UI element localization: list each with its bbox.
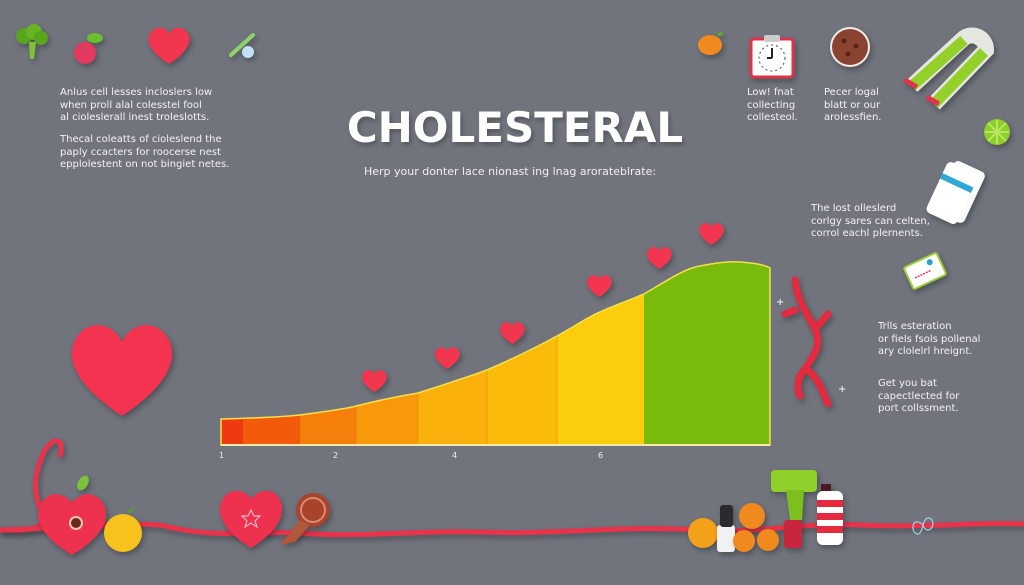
note-right-3: Get you bat capectlected for port collss… (878, 378, 960, 414)
apple-heart-icon (37, 475, 107, 555)
cookie-icon (830, 27, 870, 67)
small-card-icon (903, 252, 947, 290)
orange-fruit-icon (688, 518, 718, 548)
raspberry-icon (74, 33, 103, 64)
oranges-icon (733, 503, 779, 552)
curve-hearts (362, 223, 724, 392)
blood-vessel-icon (781, 276, 832, 408)
loop-icon (912, 517, 934, 535)
measuring-tape-icon (903, 27, 994, 110)
note-top-right-2: Pecer logal blatt or our arolessfien. (824, 87, 882, 123)
note-left-bottom: Thecal coleatts of cioleslend the paply … (60, 134, 230, 170)
orange-fruit-icon (104, 514, 142, 552)
plus-marker: + (776, 297, 785, 308)
note-top-right-1: Low! fnat collecting collesteol. (747, 87, 798, 123)
broccoli-icon (16, 24, 48, 59)
subtitle: Herp your donter lace nionast ing lnag a… (363, 165, 657, 178)
striped-bottle-icon (817, 484, 843, 545)
orange-icon (698, 31, 724, 55)
celery-pill-icon (229, 33, 255, 58)
heart-icon (148, 27, 190, 64)
plus-marker: + (838, 384, 847, 395)
tick-label: 4 (452, 451, 458, 460)
tick-label: 6 (598, 451, 604, 460)
steak-icon (280, 493, 330, 545)
note-right-2: Trlls esteration or fiels fsols pollenal… (878, 321, 981, 357)
hammer-icon (771, 470, 817, 548)
lime-icon (984, 119, 1010, 145)
tick-label: 1 (219, 451, 225, 460)
tick-label: 2 (333, 451, 339, 460)
clock-clipboard-icon (749, 35, 795, 79)
note-right-1: The lost olleslerd corlgy sares can celt… (811, 203, 930, 239)
page-title: CHOLESTERAL (346, 103, 684, 152)
phone-card-icon (926, 161, 985, 224)
star-heart-icon (219, 490, 283, 548)
large-heart-icon (71, 325, 173, 416)
bottle-icon (717, 505, 735, 552)
note-left-top: Anlus cell lesses incloslers low when pr… (60, 87, 213, 123)
